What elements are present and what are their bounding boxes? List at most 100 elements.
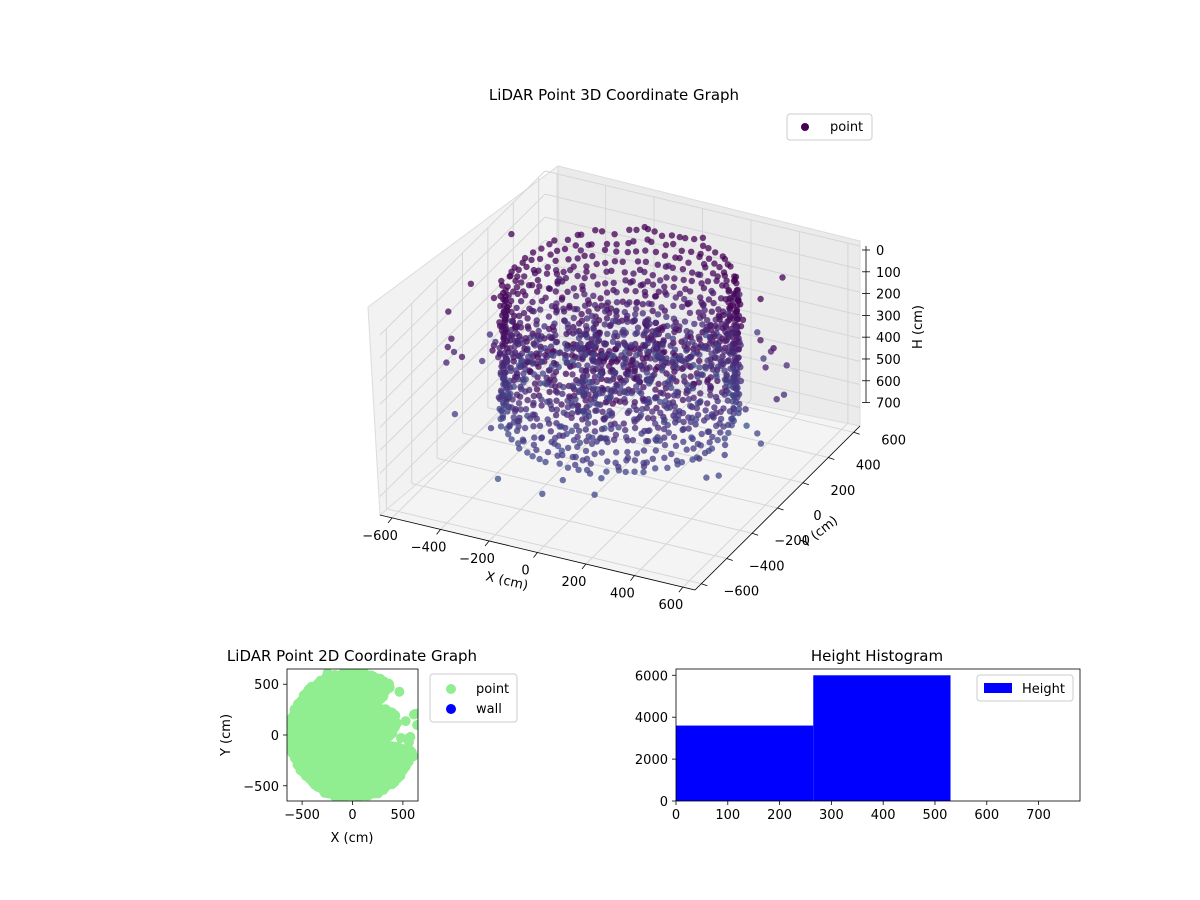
- point-3d-1445: [714, 347, 722, 354]
- point-3d-1372: [695, 333, 702, 340]
- point-3d-297: [554, 442, 562, 450]
- point-3d-781: [579, 345, 587, 352]
- point-3d-450: [538, 358, 545, 365]
- point-3d-372: [559, 390, 566, 397]
- point-3d-147: [530, 423, 537, 430]
- point-3d-304: [518, 279, 525, 286]
- point-2d-1399: [288, 710, 299, 721]
- point-3d-640: [582, 386, 590, 393]
- point-3d-1270: [669, 335, 677, 342]
- point-3d-1484: [732, 359, 740, 366]
- x-tick-label-2d-0: −500: [284, 808, 320, 823]
- point-3d-877: [607, 305, 615, 312]
- point-3d-52: [508, 436, 515, 443]
- point-3d-1530: [726, 382, 733, 389]
- point-3d-1237: [714, 397, 721, 405]
- point-3d-920: [620, 361, 627, 368]
- point-3d-1313: [725, 429, 732, 437]
- point-3d-924: [603, 268, 610, 275]
- point-3d-998: [683, 446, 690, 453]
- point-3d-1463: [713, 370, 720, 378]
- point-3d-253: [559, 476, 566, 484]
- point-3d-1435: [709, 270, 717, 277]
- point-2d-1389: [305, 766, 316, 777]
- point-3d-1414: [704, 278, 712, 285]
- hist-x-tick-label-2: 200: [767, 808, 792, 823]
- grid-back-h-0: [544, 170, 861, 247]
- point-3d-1476: [725, 389, 732, 397]
- point-3d-332: [591, 491, 598, 498]
- point-3d-753: [598, 302, 605, 309]
- point-3d-129: [522, 406, 530, 413]
- point-3d-1193: [673, 388, 680, 395]
- point-3d-428: [560, 409, 567, 416]
- point-3d-1223: [655, 288, 662, 295]
- point-3d-1562: [760, 355, 767, 362]
- point-3d-1299: [677, 355, 684, 362]
- point-3d-205: [530, 399, 537, 406]
- point-3d-204: [544, 448, 552, 456]
- point-3d-880: [646, 427, 653, 434]
- point-3d-448: [537, 306, 544, 313]
- point-3d-88: [510, 414, 517, 421]
- point-3d-832: [589, 252, 596, 260]
- point-3d-127: [524, 396, 531, 404]
- points-3d: [443, 223, 790, 498]
- point-3d-1254: [676, 290, 684, 297]
- point-3d-1083: [647, 335, 655, 342]
- hist-x-tick-label-6: 600: [974, 808, 999, 823]
- point-3d-1389: [730, 405, 738, 412]
- point-3d-836: [655, 380, 662, 388]
- point-3d-1461: [716, 263, 723, 271]
- point-3d-946: [608, 267, 615, 274]
- point-3d-697: [606, 407, 613, 415]
- y-tick-mark-3d-4: [802, 482, 810, 486]
- point-3d-1409: [700, 260, 708, 268]
- point-3d-1107: [696, 357, 703, 364]
- point-3d-1185: [648, 301, 655, 308]
- point-3d-1066: [620, 326, 627, 334]
- point-3d-1199: [652, 342, 659, 349]
- point-3d-1121: [688, 434, 695, 441]
- point-3d-138: [498, 407, 506, 414]
- point-2d-1391: [337, 793, 348, 801]
- hist-x-tick-label-4: 400: [871, 808, 896, 823]
- point-3d-1535: [733, 331, 740, 339]
- point-3d-721: [571, 305, 578, 313]
- point-3d-892: [598, 228, 606, 235]
- ticks-3d: −600−400−2000200400600−600−400−200020040…: [362, 244, 906, 613]
- point-3d-860: [611, 369, 619, 376]
- point-3d-1244: [663, 313, 670, 320]
- point-2d-1377: [394, 686, 405, 697]
- point-3d-1360: [690, 362, 697, 369]
- point-3d-1070: [628, 341, 635, 349]
- point-3d-1526: [699, 234, 707, 241]
- point-3d-409: [518, 356, 525, 364]
- point-3d-1546: [757, 440, 765, 447]
- y-tick-label-3d-1: −400: [749, 559, 785, 574]
- point-3d-1469: [716, 333, 723, 340]
- point-3d-1550: [702, 331, 710, 339]
- grid-left-h-1: [379, 193, 546, 359]
- point-3d-872: [620, 379, 627, 386]
- point-3d-1549: [773, 396, 780, 403]
- point-3d-336: [547, 401, 554, 409]
- point-3d-1285: [671, 346, 679, 353]
- point-3d-717: [570, 285, 577, 292]
- point-3d-430: [533, 317, 540, 324]
- point-3d-615: [584, 362, 591, 369]
- point-2d-1409: [400, 716, 411, 727]
- point-3d-1055: [703, 474, 710, 481]
- point-3d-1182: [715, 472, 722, 479]
- z-tick-label-3d-5: 500: [876, 353, 901, 368]
- point-3d-690: [552, 267, 560, 274]
- point-3d-489: [541, 345, 549, 352]
- point-3d-283: [543, 374, 550, 381]
- point-3d-1553: [714, 342, 722, 349]
- point-3d-333: [538, 396, 545, 403]
- point-3d-731: [572, 242, 579, 249]
- point-3d-1419: [707, 321, 714, 329]
- point-3d-564: [620, 420, 627, 427]
- point-3d-1390: [739, 316, 747, 323]
- point-3d-2: [444, 343, 451, 351]
